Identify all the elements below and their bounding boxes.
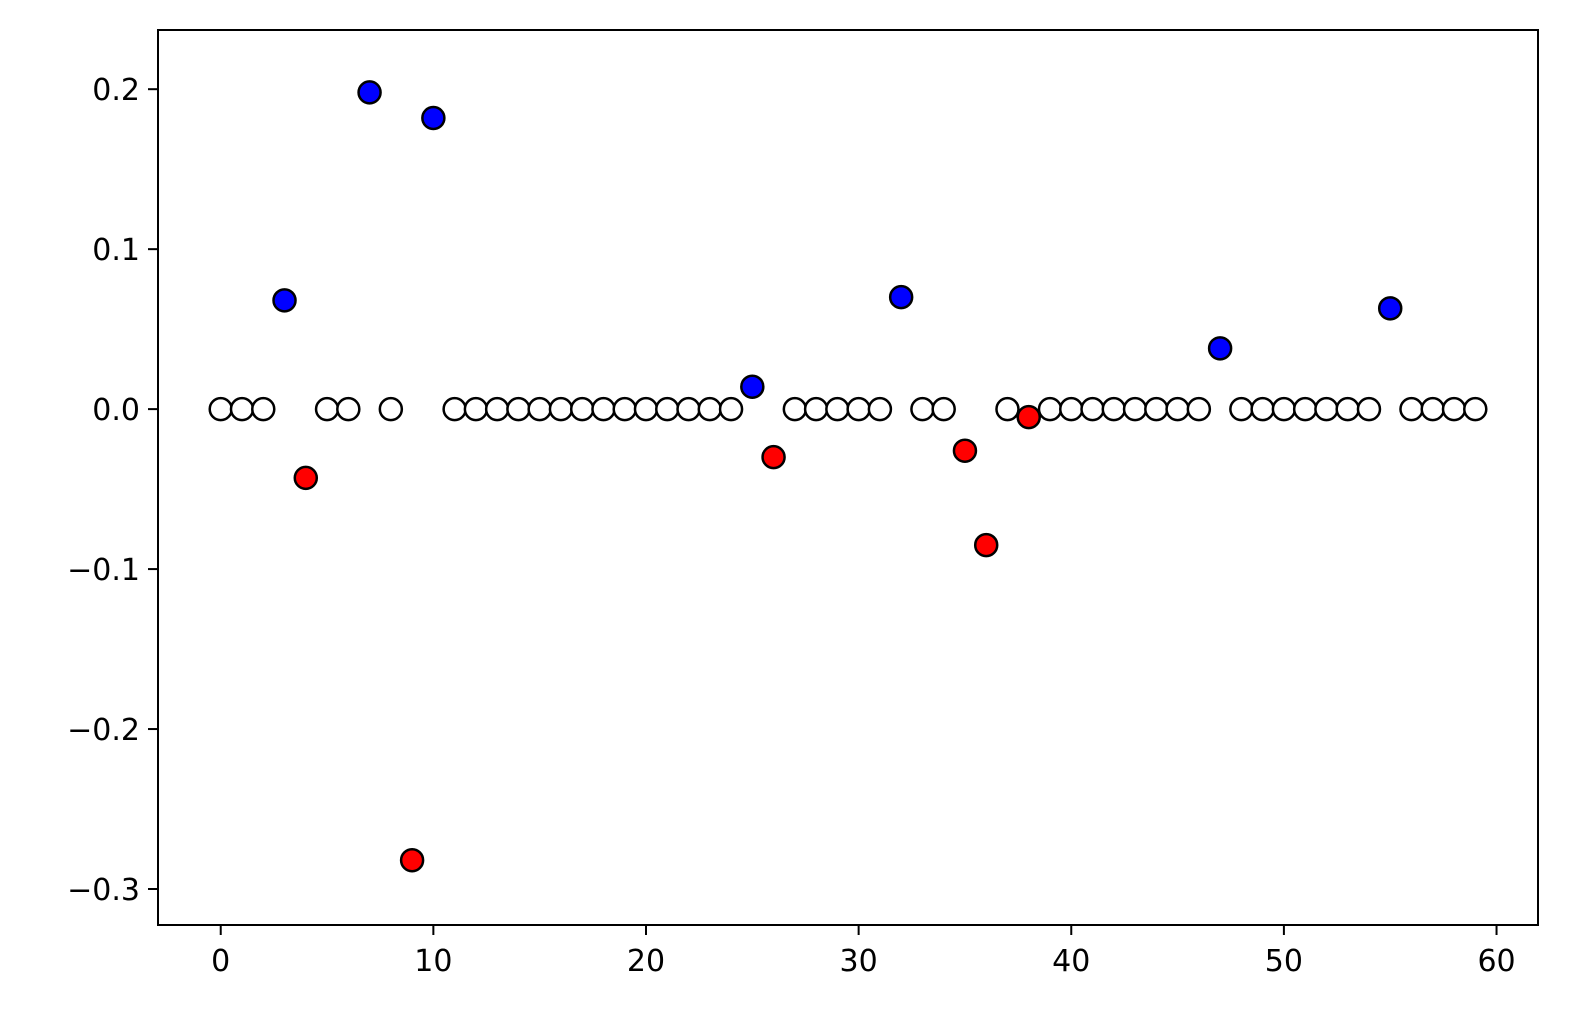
point <box>506 396 531 422</box>
point <box>1463 396 1488 422</box>
x-tick-label: 20 <box>627 944 665 979</box>
point <box>846 396 871 422</box>
y-tick-label: 0.2 <box>92 73 140 108</box>
point <box>1059 396 1084 422</box>
point <box>314 396 340 422</box>
x-tick-label: 40 <box>1052 944 1090 979</box>
point <box>697 396 723 422</box>
point <box>1250 396 1275 422</box>
point <box>229 396 255 422</box>
point <box>867 396 893 422</box>
point <box>1229 396 1254 422</box>
point <box>931 396 956 422</box>
point <box>1207 336 1233 361</box>
point <box>1356 396 1382 422</box>
plot-frame <box>157 29 1539 926</box>
point <box>527 396 552 422</box>
x-tick-label: 50 <box>1265 944 1303 979</box>
point <box>1377 296 1403 321</box>
x-tick-label: 10 <box>414 944 452 979</box>
point <box>1186 396 1212 422</box>
point <box>782 396 808 422</box>
point <box>1420 396 1445 422</box>
point <box>569 396 595 422</box>
point <box>1399 396 1424 422</box>
x-tick-label: 60 <box>1477 944 1515 979</box>
point <box>293 465 319 491</box>
y-tick-label: 0.1 <box>92 233 140 268</box>
point <box>442 396 467 422</box>
point <box>655 396 680 422</box>
point <box>825 396 850 422</box>
point <box>1165 396 1190 422</box>
point <box>1314 396 1339 422</box>
point <box>1037 396 1063 422</box>
x-tick-label: 0 <box>211 944 230 979</box>
point <box>378 396 404 422</box>
point <box>1101 396 1127 422</box>
point <box>803 396 829 422</box>
point <box>740 374 765 399</box>
point <box>591 396 616 422</box>
point <box>251 396 276 422</box>
point <box>548 396 574 422</box>
point <box>888 284 914 310</box>
y-tick-label: −0.3 <box>67 873 140 908</box>
point <box>973 532 999 558</box>
point <box>612 396 637 422</box>
point <box>633 396 659 422</box>
point <box>718 396 744 422</box>
point <box>336 396 361 422</box>
point <box>995 396 1020 422</box>
point <box>1271 396 1297 422</box>
x-tick-label: 30 <box>840 944 878 979</box>
point <box>357 80 382 105</box>
point <box>272 288 297 313</box>
point <box>1292 396 1318 422</box>
point <box>676 396 701 422</box>
point <box>952 438 978 463</box>
point <box>1016 404 1041 430</box>
point <box>1441 396 1467 422</box>
point <box>1122 396 1148 422</box>
point <box>463 396 489 422</box>
point <box>1335 396 1360 422</box>
y-tick-label: −0.2 <box>67 713 140 748</box>
point <box>208 396 233 422</box>
point <box>421 105 446 131</box>
point <box>1080 396 1105 422</box>
y-tick-label: −0.1 <box>67 553 140 588</box>
y-tick-label: 0.0 <box>92 393 140 428</box>
point <box>1144 396 1169 422</box>
point <box>399 847 425 873</box>
point <box>761 444 786 470</box>
point <box>910 396 935 422</box>
point <box>484 396 510 422</box>
